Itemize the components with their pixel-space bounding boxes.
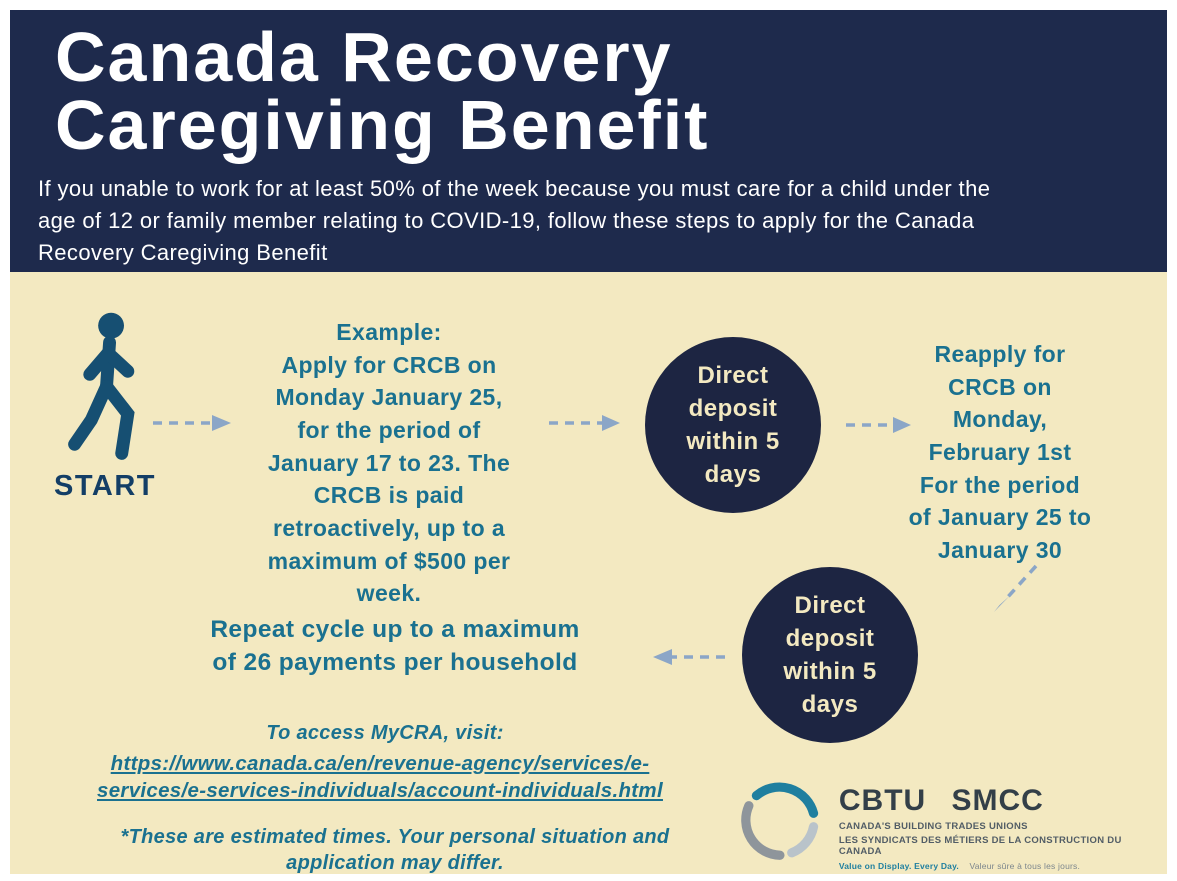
direct-deposit-2-text: Direct deposit within 5 days bbox=[783, 591, 877, 719]
logo-text-block: CBTU SMCC CANADA'S BUILDING TRADES UNION… bbox=[839, 778, 1167, 871]
disclaimer-text: *These are estimated times. Your persona… bbox=[120, 826, 670, 874]
start-label: START bbox=[53, 470, 156, 502]
step-reapply-text: Reapply for CRCB on Monday, February 1st… bbox=[908, 341, 1092, 563]
walking-person-icon bbox=[68, 312, 135, 460]
dashed-arrow-right-icon bbox=[549, 415, 620, 431]
cbtu-swoosh-icon bbox=[741, 782, 819, 860]
logo-tagline: Value on Display. Every Day. Valeur sûre… bbox=[839, 861, 1167, 871]
step-example-text: Example: Apply for CRCB on Monday Januar… bbox=[267, 319, 511, 607]
mycra-access-label: To access MyCRA, visit: bbox=[266, 722, 504, 744]
direct-deposit-circle-1: Direct deposit within 5 days bbox=[645, 337, 821, 513]
start-node: START bbox=[40, 312, 170, 503]
direct-deposit-circle-2: Direct deposit within 5 days bbox=[742, 567, 918, 743]
direct-deposit-1-text: Direct deposit within 5 days bbox=[686, 361, 780, 489]
logo-line-fr: LES SYNDICATS DES MÉTIERS DE LA CONSTRUC… bbox=[838, 835, 1122, 857]
header-subtitle: If you unable to work for at least 50% o… bbox=[38, 176, 991, 265]
page-title: Canada Recovery Caregiving Benefit bbox=[55, 18, 710, 164]
logo-tagline-fr: Valeur sûre à tous les jours. bbox=[969, 861, 1081, 871]
header-band: Canada Recovery Caregiving Benefit If yo… bbox=[10, 10, 1167, 272]
logo-tagline-en: Value on Display. Every Day. bbox=[838, 861, 959, 871]
mycra-link[interactable]: https://www.canada.ca/en/revenue-agency/… bbox=[97, 752, 663, 803]
dashed-arrow-right-icon bbox=[153, 415, 231, 431]
flowchart-area: START Example: Apply for CRCB on Monday … bbox=[10, 272, 1167, 874]
logo-name: CBTU SMCC bbox=[838, 784, 1044, 817]
repeat-cycle-text: Repeat cycle up to a maximum of 26 payme… bbox=[210, 616, 580, 677]
dashed-arrow-diagonal-icon bbox=[994, 564, 1038, 612]
dashed-arrow-right-icon bbox=[846, 417, 911, 433]
dashed-arrow-left-icon bbox=[653, 649, 725, 665]
cbtu-smcc-logo: CBTU SMCC CANADA'S BUILDING TRADES UNION… bbox=[735, 778, 1167, 871]
logo-line-en: CANADA'S BUILDING TRADES UNIONS bbox=[838, 821, 1028, 832]
